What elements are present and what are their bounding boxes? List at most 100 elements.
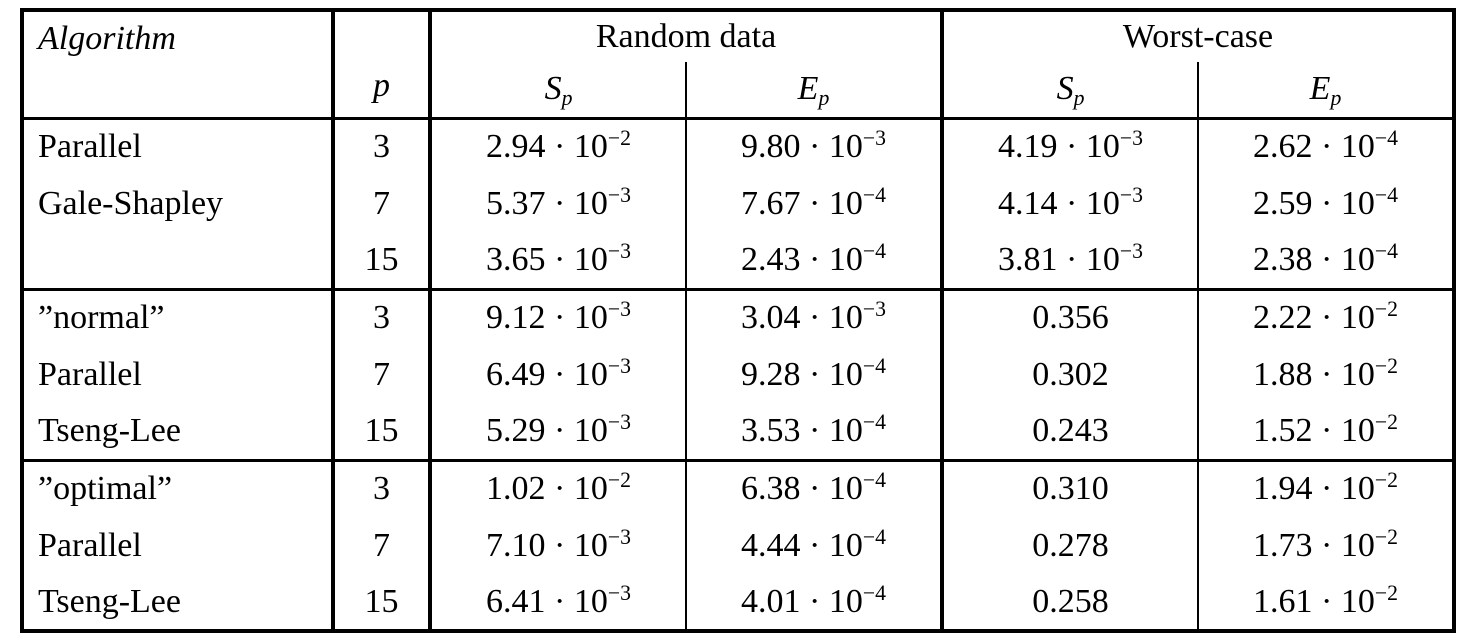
value-base: 5.29 · 10 <box>486 411 608 449</box>
algorithm-cell: ”normal” <box>22 289 335 346</box>
value-exponent: −4 <box>862 580 886 605</box>
value-base: 2.59 · 10 <box>1253 184 1375 222</box>
value-base: 3.81 · 10 <box>998 240 1120 278</box>
value-exponent: −2 <box>1374 468 1398 493</box>
random-sp-cell: 6.49 · 10−3 <box>430 346 686 403</box>
worst-ep-cell: 2.59 · 10−4 <box>1196 175 1455 232</box>
value-base: 4.19 · 10 <box>998 128 1120 166</box>
random-sp-header: Sp <box>430 62 686 118</box>
value-exponent: −4 <box>862 524 886 549</box>
value-exponent: −3 <box>1119 238 1143 263</box>
value-exponent: −3 <box>607 353 631 378</box>
value-base: 1.73 · 10 <box>1253 526 1375 564</box>
worst-ep-cell: 1.61 · 10−2 <box>1196 574 1455 631</box>
worst-ep-cell: 2.38 · 10−4 <box>1196 232 1455 289</box>
random-sp-cell: 5.37 · 10−3 <box>430 175 686 232</box>
table-block: ”normal” 3 9.12 · 10−3 3.04 · 10−3 0.356 2.22… <box>22 289 1455 460</box>
random-sp-cell: 2.94 · 10−2 <box>430 118 686 175</box>
algorithm-cell: Parallel <box>22 346 335 403</box>
random-data-header: Random data <box>430 10 944 62</box>
value-exponent: −3 <box>607 238 631 263</box>
value-exponent: −4 <box>862 409 886 434</box>
value-exponent: −4 <box>1374 182 1398 207</box>
value-base: 2.38 · 10 <box>1253 240 1375 278</box>
value-exponent: −2 <box>1374 297 1398 322</box>
value-base: 0.356 <box>1032 299 1109 337</box>
value-base: 0.310 <box>1032 470 1109 508</box>
worst-sp-cell: 4.14 · 10−3 <box>942 175 1198 232</box>
ep-subscript: p <box>1330 85 1342 110</box>
value-base: 3.65 · 10 <box>486 240 608 278</box>
random-ep-cell: 4.01 · 10−4 <box>685 574 944 631</box>
p-cell: 3 <box>333 460 432 517</box>
random-ep-cell: 3.04 · 10−3 <box>685 289 944 346</box>
value-exponent: −4 <box>1374 238 1398 263</box>
table-row: ”optimal” 3 1.02 · 10−2 6.38 · 10−4 0.310 1.9… <box>22 460 1455 517</box>
worst-ep-cell: 1.88 · 10−2 <box>1196 346 1455 403</box>
algorithm-header: Algorithm <box>22 10 335 118</box>
p-cell: 3 <box>333 118 432 175</box>
random-sp-cell: 3.65 · 10−3 <box>430 232 686 289</box>
value-base: 9.12 · 10 <box>486 299 608 337</box>
value-base: 0.258 <box>1032 582 1109 620</box>
worst-ep-header: Ep <box>1196 62 1455 118</box>
value-exponent: −4 <box>1374 126 1398 151</box>
algorithm-cell: Parallel <box>22 118 335 175</box>
value-base: 1.94 · 10 <box>1253 470 1375 508</box>
value-exponent: −4 <box>862 238 886 263</box>
random-ep-cell: 4.44 · 10−4 <box>685 517 944 574</box>
worst-sp-cell: 0.243 <box>942 403 1198 460</box>
algorithm-header-label: Algorithm <box>38 20 176 57</box>
value-base: 2.22 · 10 <box>1253 299 1375 337</box>
value-exponent: −3 <box>607 409 631 434</box>
p-cell: 15 <box>333 574 432 631</box>
value-exponent: −2 <box>1374 353 1398 378</box>
value-base: 2.94 · 10 <box>486 128 608 166</box>
random-ep-cell: 2.43 · 10−4 <box>685 232 944 289</box>
sp-subscript: p <box>1073 85 1085 110</box>
value-base: 1.52 · 10 <box>1253 411 1375 449</box>
value-exponent: −2 <box>1374 409 1398 434</box>
value-base: 3.04 · 10 <box>741 299 863 337</box>
p-header-label: p <box>373 66 390 104</box>
value-base: 3.53 · 10 <box>741 411 863 449</box>
random-sp-cell: 7.10 · 10−3 <box>430 517 686 574</box>
table-row: Parallel 3 2.94 · 10−2 9.80 · 10−3 4.19 · 10… <box>22 118 1455 175</box>
sp-subscript: p <box>561 85 573 110</box>
value-base: 2.43 · 10 <box>741 240 863 278</box>
p-header: p <box>333 10 432 118</box>
table-row: Gale-Shapley 7 5.37 · 10−3 7.67 · 10−4 4.14 … <box>22 175 1455 232</box>
random-sp-cell: 5.29 · 10−3 <box>430 403 686 460</box>
algorithm-cell: Tseng-Lee <box>22 403 335 460</box>
p-cell: 3 <box>333 289 432 346</box>
ep-symbol: E <box>1309 70 1331 108</box>
value-base: 0.302 <box>1032 355 1109 393</box>
value-exponent: −4 <box>862 353 886 378</box>
table-row: Parallel 7 6.49 · 10−3 9.28 · 10−4 0.302 1.88… <box>22 346 1455 403</box>
table-row: Tseng-Lee 15 5.29 · 10−3 3.53 · 10−4 0.243 1.… <box>22 403 1455 460</box>
value-base: 2.62 · 10 <box>1253 128 1375 166</box>
worst-sp-header: Sp <box>942 62 1198 118</box>
value-base: 7.10 · 10 <box>486 526 608 564</box>
value-exponent: −2 <box>607 126 631 151</box>
sp-symbol: S <box>544 70 562 108</box>
value-exponent: −3 <box>607 580 631 605</box>
algorithm-cell: Gale-Shapley <box>22 175 335 232</box>
worst-sp-cell: 3.81 · 10−3 <box>942 232 1198 289</box>
value-exponent: −3 <box>1119 126 1143 151</box>
p-cell: 7 <box>333 346 432 403</box>
p-cell: 15 <box>333 403 432 460</box>
table-row: 15 3.65 · 10−3 2.43 · 10−4 3.81 · 10−3 2.38 … <box>22 232 1455 289</box>
value-base: 4.01 · 10 <box>741 582 863 620</box>
value-base: 6.38 · 10 <box>741 470 863 508</box>
random-ep-cell: 9.80 · 10−3 <box>685 118 944 175</box>
sp-symbol: S <box>1056 70 1074 108</box>
algorithm-cell <box>22 232 335 289</box>
header-row-sub: Sp Ep Sp Ep <box>22 62 1455 118</box>
table-block: ”optimal” 3 1.02 · 10−2 6.38 · 10−4 0.310 1.9… <box>22 460 1455 631</box>
worst-ep-cell: 2.62 · 10−4 <box>1196 118 1455 175</box>
algorithm-cell: Parallel <box>22 517 335 574</box>
worst-sp-cell: 0.258 <box>942 574 1198 631</box>
worst-ep-cell: 1.73 · 10−2 <box>1196 517 1455 574</box>
